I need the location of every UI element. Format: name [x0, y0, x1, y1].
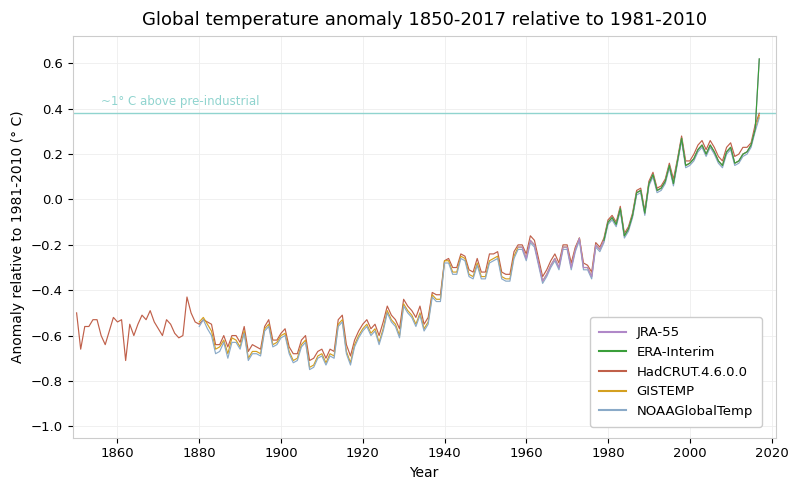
GISTEMP	[518, 244, 527, 250]
NOAAGlobalTemp	[403, 310, 413, 316]
JRA-55	[599, 237, 609, 243]
ERA-Interim	[656, 185, 666, 191]
ERA-Interim	[714, 158, 723, 164]
ERA-Interim	[718, 163, 727, 168]
GISTEMP	[419, 326, 429, 332]
GISTEMP	[673, 158, 682, 164]
JRA-55	[587, 273, 597, 279]
HadCRUT.4.6.0.0	[464, 267, 474, 273]
ERA-Interim	[603, 219, 613, 225]
Y-axis label: Anomaly relative to 1981-2010 (° C): Anomaly relative to 1981-2010 (° C)	[11, 110, 25, 363]
Line: GISTEMP: GISTEMP	[199, 115, 759, 367]
JRA-55	[578, 265, 588, 271]
ERA-Interim	[710, 149, 719, 155]
ERA-Interim	[615, 206, 625, 212]
HadCRUT.4.6.0.0	[272, 337, 282, 343]
NOAAGlobalTemp	[194, 324, 204, 329]
ERA-Interim	[738, 151, 748, 157]
ERA-Interim	[644, 181, 654, 187]
Line: JRA-55: JRA-55	[518, 59, 759, 281]
JRA-55	[595, 246, 605, 252]
ERA-Interim	[750, 126, 760, 132]
GISTEMP	[403, 308, 413, 314]
HadCRUT.4.6.0.0	[754, 110, 764, 116]
ERA-Interim	[726, 144, 735, 150]
ERA-Interim	[673, 158, 682, 164]
ERA-Interim	[681, 163, 690, 168]
ERA-Interim	[628, 213, 638, 218]
JRA-55	[558, 244, 568, 250]
NOAAGlobalTemp	[419, 328, 429, 334]
ERA-Interim	[652, 188, 662, 193]
NOAAGlobalTemp	[673, 160, 682, 166]
Title: Global temperature anomaly 1850-2017 relative to 1981-2010: Global temperature anomaly 1850-2017 rel…	[142, 11, 706, 29]
Legend: JRA-55, ERA-Interim, HadCRUT.4.6.0.0, GISTEMP, NOAAGlobalTemp: JRA-55, ERA-Interim, HadCRUT.4.6.0.0, GI…	[590, 317, 762, 427]
ERA-Interim	[689, 156, 698, 162]
ERA-Interim	[754, 56, 764, 62]
GISTEMP	[746, 142, 756, 148]
JRA-55	[538, 278, 547, 284]
ERA-Interim	[624, 226, 634, 232]
NOAAGlobalTemp	[746, 144, 756, 150]
ERA-Interim	[734, 158, 744, 164]
ERA-Interim	[722, 149, 731, 155]
ERA-Interim	[611, 221, 621, 227]
Line: NOAAGlobalTemp: NOAAGlobalTemp	[199, 118, 759, 370]
HadCRUT.4.6.0.0	[198, 317, 208, 323]
JRA-55	[754, 56, 764, 62]
Line: HadCRUT.4.6.0.0: HadCRUT.4.6.0.0	[77, 113, 759, 360]
ERA-Interim	[677, 136, 686, 141]
ERA-Interim	[730, 160, 739, 166]
Line: ERA-Interim: ERA-Interim	[604, 59, 759, 240]
X-axis label: Year: Year	[410, 466, 438, 480]
HadCRUT.4.6.0.0	[72, 310, 82, 316]
ERA-Interim	[599, 237, 609, 243]
HadCRUT.4.6.0.0	[477, 269, 486, 275]
JRA-55	[514, 244, 523, 250]
ERA-Interim	[693, 147, 702, 153]
GISTEMP	[599, 237, 609, 243]
ERA-Interim	[607, 215, 617, 220]
HadCRUT.4.6.0.0	[619, 231, 629, 237]
NOAAGlobalTemp	[305, 367, 314, 373]
ERA-Interim	[640, 210, 650, 216]
HadCRUT.4.6.0.0	[121, 357, 130, 363]
ERA-Interim	[632, 190, 642, 195]
ERA-Interim	[685, 160, 694, 166]
HadCRUT.4.6.0.0	[309, 355, 318, 361]
NOAAGlobalTemp	[599, 240, 609, 246]
ERA-Interim	[665, 163, 674, 168]
NOAAGlobalTemp	[754, 115, 764, 121]
ERA-Interim	[742, 149, 752, 155]
ERA-Interim	[661, 178, 670, 184]
ERA-Interim	[746, 142, 756, 148]
GISTEMP	[305, 364, 314, 370]
Text: ~1° C above pre-industrial: ~1° C above pre-industrial	[101, 95, 260, 109]
JRA-55	[669, 181, 678, 187]
ERA-Interim	[698, 142, 707, 148]
ERA-Interim	[619, 233, 629, 239]
ERA-Interim	[706, 142, 715, 148]
ERA-Interim	[636, 188, 646, 193]
ERA-Interim	[648, 172, 658, 178]
GISTEMP	[194, 319, 204, 325]
NOAAGlobalTemp	[518, 246, 527, 252]
ERA-Interim	[702, 151, 711, 157]
ERA-Interim	[669, 181, 678, 187]
GISTEMP	[754, 112, 764, 118]
